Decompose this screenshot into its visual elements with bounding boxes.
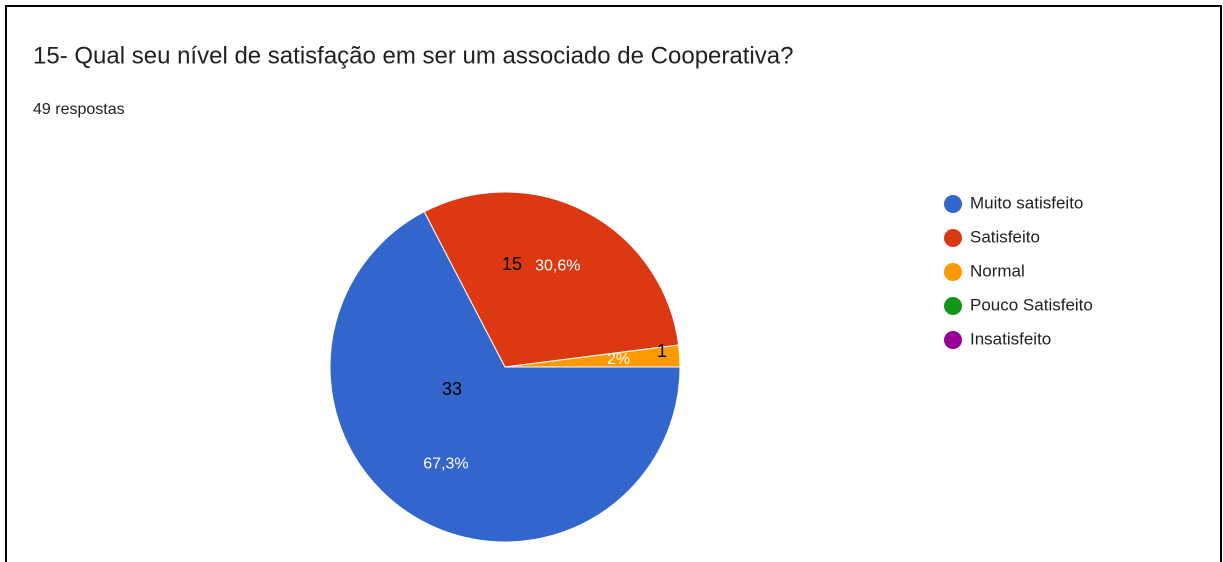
legend-label: Muito satisfeito: [970, 193, 1083, 212]
pie-slice: [504, 344, 681, 368]
chart-title: 15- Qual seu nível de satisfação em ser …: [33, 42, 793, 69]
legend-label: Pouco Satisfeito: [970, 295, 1093, 314]
pie-slice: [423, 191, 680, 368]
pie-slice: [329, 211, 681, 543]
legend-swatch: [944, 331, 962, 349]
slice-label: 2%: [607, 351, 630, 368]
chart-subtitle: 49 respostas: [33, 101, 125, 118]
legend-label: Satisfeito: [970, 227, 1040, 246]
legend-swatch: [944, 297, 962, 315]
count-label: 15: [502, 254, 522, 274]
legend-swatch: [944, 195, 962, 213]
slice-label: 67,3%: [423, 455, 468, 472]
legend-swatch: [944, 229, 962, 247]
count-label: 33: [442, 379, 462, 399]
count-label: 1: [657, 341, 667, 361]
legend-label: Normal: [970, 261, 1025, 280]
slice-label: 30,6%: [535, 257, 580, 274]
legend-swatch: [944, 263, 962, 281]
legend-label: Insatisfeito: [970, 329, 1051, 348]
